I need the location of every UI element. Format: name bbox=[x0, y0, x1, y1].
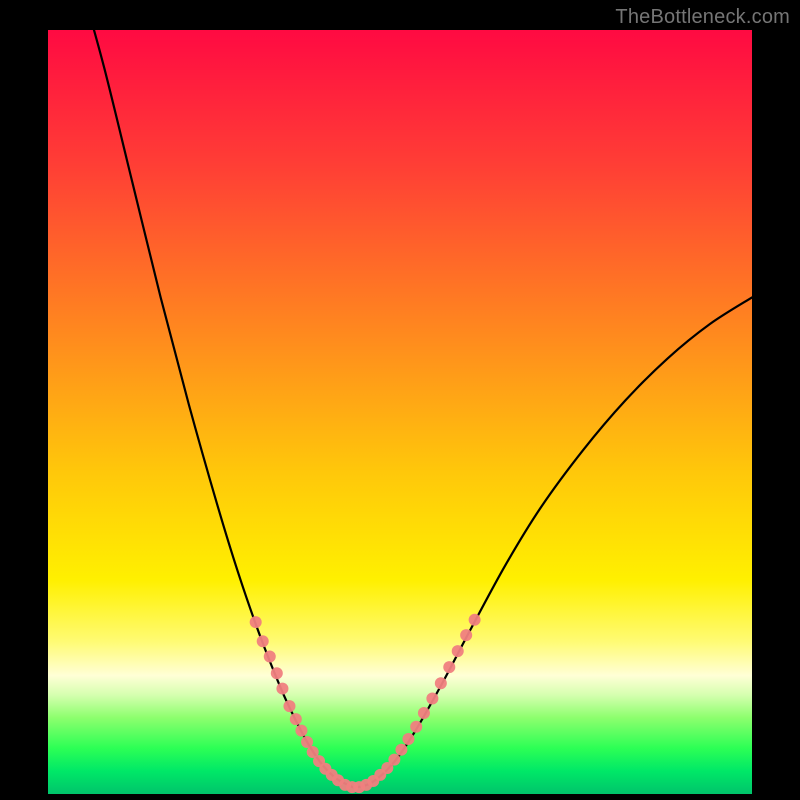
marker-point bbox=[460, 629, 472, 641]
marker-point bbox=[410, 721, 422, 733]
marker-point bbox=[435, 677, 447, 689]
marker-point bbox=[452, 645, 464, 657]
marker-point bbox=[271, 667, 283, 679]
marker-point bbox=[402, 733, 414, 745]
marker-point bbox=[469, 614, 481, 626]
marker-point bbox=[283, 700, 295, 712]
marker-point bbox=[395, 744, 407, 756]
marker-point bbox=[250, 616, 262, 628]
marker-point bbox=[295, 725, 307, 737]
chart-svg bbox=[0, 0, 800, 800]
marker-point bbox=[443, 661, 455, 673]
watermark-text: TheBottleneck.com bbox=[615, 6, 790, 29]
plot-background bbox=[48, 30, 752, 794]
marker-point bbox=[388, 754, 400, 766]
marker-point bbox=[276, 683, 288, 695]
marker-point bbox=[426, 693, 438, 705]
marker-point bbox=[264, 650, 276, 662]
marker-point bbox=[290, 713, 302, 725]
marker-point bbox=[257, 635, 269, 647]
marker-point bbox=[418, 707, 430, 719]
